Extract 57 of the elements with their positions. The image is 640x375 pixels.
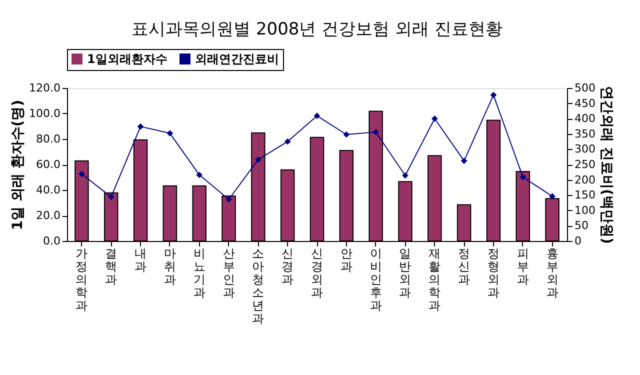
y2-tick-label: 250 [574, 158, 596, 171]
x-tick-label: 신경과 [282, 246, 294, 286]
point [402, 172, 408, 179]
point [137, 123, 144, 130]
x-tick-label: 마취과 [164, 246, 176, 286]
point [343, 131, 350, 138]
y2-tick-label: 400 [574, 112, 596, 126]
y-tick-label: 100.0 [29, 107, 60, 120]
y-tick-label: 0.0 [43, 234, 60, 248]
x-tick-label: 결핵과 [105, 246, 118, 286]
y2-tick-label: 200 [574, 173, 596, 186]
x-tick-label: 정형외과 [487, 246, 500, 300]
chart-title: 표시과목의원별 2008년 건강보험 외래 진료현황 [132, 20, 502, 40]
point [284, 138, 291, 145]
x-tick-label: 산부인과 [222, 246, 235, 300]
x-tick-label: 정신과 [458, 246, 470, 286]
y-tick-label: 60.0 [36, 158, 60, 171]
point [520, 174, 526, 180]
point [226, 196, 232, 203]
x-tick-label: 내과 [134, 246, 147, 274]
y-tick-label: 80.0 [36, 132, 60, 146]
point [372, 128, 379, 136]
point [460, 158, 468, 164]
point [255, 156, 262, 163]
point [196, 172, 203, 178]
point [108, 194, 114, 200]
y2-tick-label: 50 [574, 219, 588, 232]
x-tick-label: 소아청소년과 [252, 246, 264, 326]
y-tick-label: 120.0 [29, 82, 60, 94]
x-tick-label: 일반외과 [399, 246, 412, 300]
y2-tick-label: 300 [574, 142, 596, 156]
x-tick-label: 재활의학과 [428, 246, 441, 312]
x-tick-label: 안과 [340, 246, 352, 274]
y-tick-label: 40.0 [36, 184, 60, 196]
y-tick-label: 20.0 [36, 209, 60, 222]
point [549, 193, 556, 200]
legend-label: 1일외래환자수 [87, 52, 168, 66]
y2-tick-label: 150 [574, 188, 596, 202]
point [431, 115, 438, 122]
x-tick-label: 이비인후과 [370, 246, 382, 312]
y-axis-title: 1일 외래 환자수(명) [10, 100, 26, 230]
y2-tick-label: 100 [574, 204, 596, 217]
y2-tick-label: 450 [574, 96, 596, 110]
x-tick-label: 흉부외과 [546, 246, 558, 300]
point [490, 92, 497, 98]
point [78, 170, 85, 178]
x-tick-label: 가정의학과 [76, 246, 88, 312]
y2-tick-label: 0 [574, 234, 582, 248]
y2-tick-label: 350 [574, 127, 596, 140]
x-tick-label: 신경외과 [311, 246, 323, 300]
point [314, 112, 320, 120]
legend-label: 외래연간진료비 [195, 52, 279, 66]
y2-tick-label: 500 [574, 82, 596, 94]
point [166, 130, 174, 136]
x-tick-label: 비뇨기과 [193, 246, 206, 300]
y2-axis-title: 연간외래 진료비(백만원) [598, 86, 614, 244]
x-tick-label: 피부과 [516, 246, 529, 286]
